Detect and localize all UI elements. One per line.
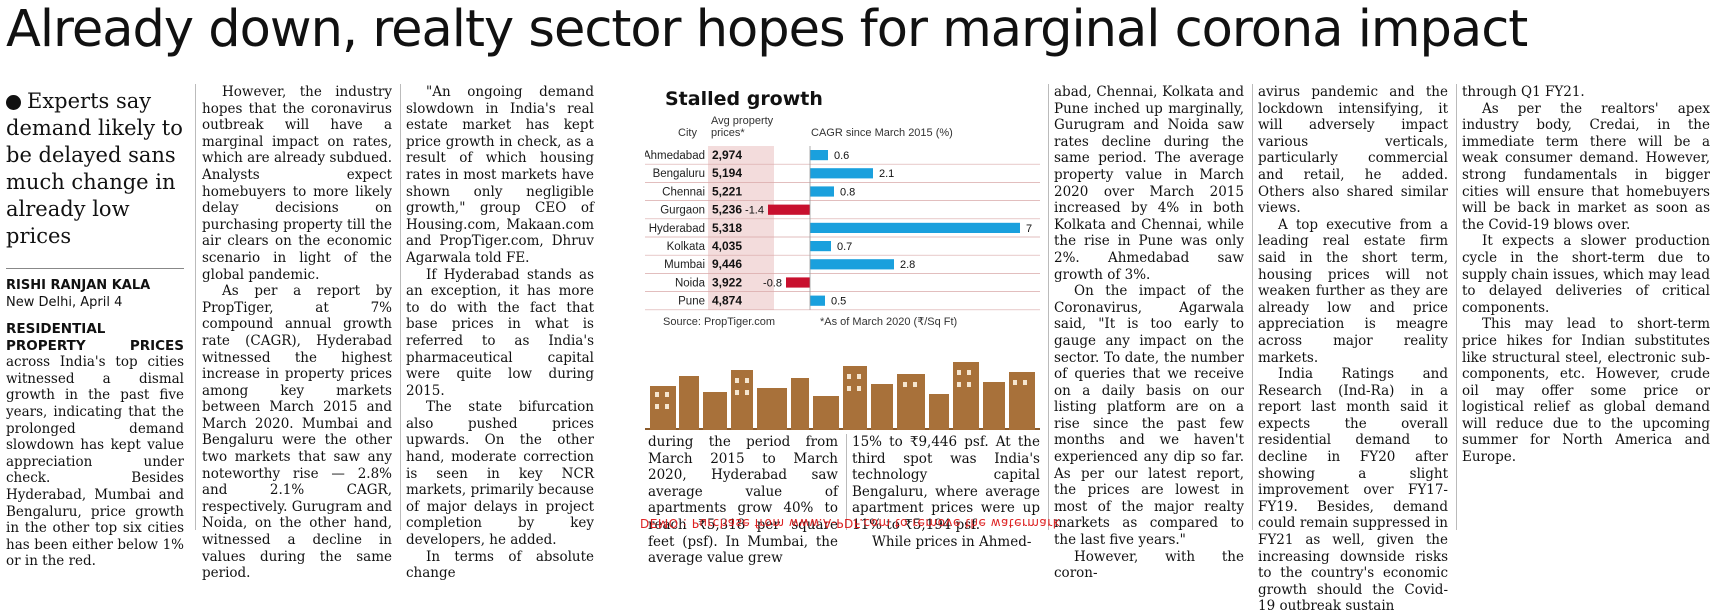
data-label: 2.8 bbox=[900, 259, 915, 271]
skyline-illustration bbox=[645, 362, 1040, 430]
paragraph: abad, Chennai, Kolkata and Pune inched u… bbox=[1054, 84, 1244, 283]
bar bbox=[810, 259, 894, 270]
chart-panel: Stalled growth City Avg property prices* CA… bbox=[645, 88, 1040, 358]
column-1: Experts say demand likely to be delayed … bbox=[6, 84, 184, 570]
paragraph: 15% to ₹9,446 psf. At the third spot was… bbox=[852, 434, 1040, 533]
cagr-header: CAGR since March 2015 (%) bbox=[811, 127, 953, 139]
city-label: Kolkata bbox=[667, 241, 706, 253]
dateline: New Delhi, April 4 bbox=[6, 295, 123, 310]
bar bbox=[768, 204, 810, 215]
column-rule bbox=[400, 84, 401, 530]
byline: RISHI RANJAN KALA bbox=[6, 278, 151, 293]
price-label: 5,236 bbox=[712, 203, 742, 217]
bar bbox=[810, 222, 1020, 233]
chart-source: Source: PropTiger.com bbox=[663, 316, 775, 328]
bar bbox=[810, 295, 825, 306]
price-header: prices* bbox=[711, 127, 745, 139]
data-label: 0.6 bbox=[834, 150, 849, 162]
bar bbox=[810, 241, 831, 252]
paragraph: In terms of absolute change bbox=[406, 548, 594, 582]
bullet-icon bbox=[6, 95, 21, 110]
paragraph: through Q1 FY21. bbox=[1462, 84, 1585, 100]
chart-title: Stalled growth bbox=[665, 88, 823, 110]
price-label: 5,194 bbox=[712, 166, 742, 180]
lead-text: across India's top cities witnessed a di… bbox=[6, 354, 184, 570]
column-rule bbox=[195, 84, 196, 530]
column-4: during the period from March 2015 to Mar… bbox=[648, 434, 838, 567]
column-rule bbox=[846, 434, 847, 530]
paragraph: While prices in Ahmed- bbox=[872, 533, 1032, 550]
city-label: Ahmedabad bbox=[645, 150, 705, 162]
paragraph: As per a report by PropTiger, at 7% comp… bbox=[202, 283, 392, 582]
column-7: avirus pandemic and the lockdown intensi… bbox=[1258, 84, 1448, 615]
price-label: 5,221 bbox=[712, 184, 742, 198]
chart-footnote: *As of March 2020 (₹/Sq Ft) bbox=[820, 316, 957, 328]
city-label: Noida bbox=[675, 277, 706, 289]
data-label: 2.1 bbox=[879, 168, 894, 180]
lead-paragraph: RESIDENTIAL PROPERTY PRICES across India… bbox=[6, 321, 184, 570]
paragraph: This may lead to short-term price hikes … bbox=[1462, 316, 1710, 466]
paragraph: A top executive from a leading real esta… bbox=[1258, 216, 1448, 366]
column-2: However, the industry hopes that the cor… bbox=[202, 84, 392, 582]
city-label: Gurgaon bbox=[660, 205, 705, 217]
paragraph: "An ongoing demand slowdown in India's r… bbox=[406, 84, 594, 266]
column-6: abad, Chennai, Kolkata and Pune inched u… bbox=[1054, 84, 1244, 582]
data-label: 0.8 bbox=[840, 186, 855, 198]
city-label: Chennai bbox=[662, 186, 705, 198]
headline: Already down, realty sector hopes for ma… bbox=[6, 0, 1528, 59]
paragraph: The state bifurcation also pushed prices… bbox=[406, 399, 594, 549]
paragraph: However, the industry hopes that the cor… bbox=[202, 84, 392, 283]
price-label: 9,446 bbox=[712, 257, 742, 271]
price-label: 2,974 bbox=[712, 148, 742, 162]
bar bbox=[786, 277, 810, 288]
paragraph: avirus pandemic and the lockdown intensi… bbox=[1258, 84, 1448, 217]
paragraph: India Ratings and Research (Ind-Ra) in a… bbox=[1258, 366, 1448, 615]
price-label: 5,318 bbox=[712, 221, 742, 235]
column-rule bbox=[1456, 84, 1457, 530]
column-8: through Q1 FY21. As per the realtors' ap… bbox=[1462, 84, 1710, 466]
kicker: Experts say demand likely to be delayed … bbox=[6, 88, 184, 250]
data-label: 0.5 bbox=[831, 296, 846, 308]
paragraph: On the impact of the Coronavirus, Agarwa… bbox=[1054, 283, 1244, 549]
paragraph: during the period from March 2015 to Mar… bbox=[648, 434, 838, 567]
data-label: 0.7 bbox=[837, 241, 852, 253]
price-column-bg bbox=[708, 146, 774, 310]
lead-in: RESIDENTIAL PROPERTY PRICES bbox=[6, 321, 184, 354]
watermark: DEMO : Purchase from www.A-PDF.com to re… bbox=[640, 516, 1061, 530]
column-3: "An ongoing demand slowdown in India's r… bbox=[406, 84, 594, 582]
bar bbox=[810, 168, 873, 179]
city-label: Pune bbox=[678, 296, 705, 308]
city-header: City bbox=[678, 127, 697, 139]
paragraph: If Hyderabad stands as an exception, it … bbox=[406, 266, 594, 399]
column-rule bbox=[1252, 84, 1253, 530]
paragraph: As per the realtors' apex industry body,… bbox=[1462, 100, 1710, 233]
city-label: Bengaluru bbox=[653, 168, 705, 180]
column-rule bbox=[1048, 84, 1049, 530]
price-label: 4,035 bbox=[712, 239, 742, 253]
bar bbox=[810, 150, 828, 161]
bar bbox=[810, 186, 834, 197]
paragraph: However, with the coron- bbox=[1054, 548, 1244, 582]
price-label: 3,922 bbox=[712, 275, 742, 289]
data-label: -0.8 bbox=[763, 277, 782, 289]
divider bbox=[6, 268, 184, 269]
city-label: Mumbai bbox=[664, 259, 705, 271]
price-header: Avg property bbox=[711, 115, 774, 127]
data-label: 7 bbox=[1026, 223, 1032, 235]
column-5: 15% to ₹9,446 psf. At the third spot was… bbox=[852, 434, 1040, 550]
paragraph: It expects a slower production cycle in … bbox=[1462, 233, 1710, 316]
city-label: Hyderabad bbox=[649, 223, 705, 235]
price-label: 4,874 bbox=[712, 294, 742, 308]
kicker-text: Experts say demand likely to be delayed … bbox=[6, 89, 183, 248]
data-label: -1.4 bbox=[745, 205, 764, 217]
